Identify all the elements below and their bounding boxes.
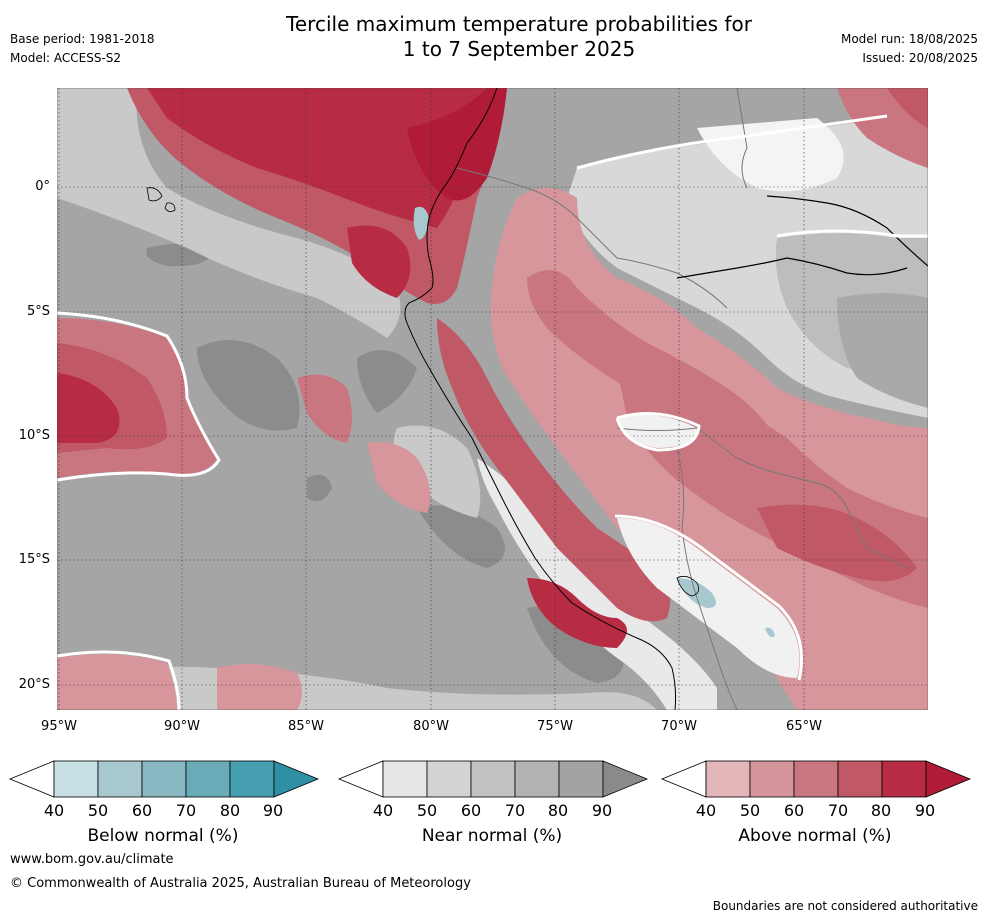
above-normal-colorbar-segment bbox=[793, 760, 839, 798]
above-normal-90-north bbox=[407, 88, 507, 201]
amazon-near-70 bbox=[837, 293, 928, 408]
above-normal-50-s bbox=[217, 664, 302, 710]
near-normal-80-areas bbox=[146, 244, 624, 683]
above-normal-70-coast bbox=[437, 318, 671, 622]
below-normal-colorbar-max-extension bbox=[273, 760, 320, 798]
base-period-label: Base period: 1981-2018 bbox=[10, 32, 155, 46]
amazon-river bbox=[766, 195, 928, 267]
near-normal-colorbar-segment bbox=[558, 760, 604, 798]
river-course bbox=[676, 257, 908, 279]
model-label: Model: ACCESS-S2 bbox=[10, 51, 122, 65]
lon-label-85w: 85°W bbox=[288, 719, 324, 734]
copyright-notice: © Commonwealth of Australia 2025, Austra… bbox=[10, 876, 471, 891]
contour-40-lines bbox=[57, 114, 928, 710]
lat-label-15s: 15°S bbox=[18, 552, 50, 567]
graticule bbox=[57, 88, 928, 710]
country-border-colombia-brazil bbox=[736, 88, 748, 189]
above-normal-60-ocean-a bbox=[297, 374, 352, 443]
lon-label-90w: 90°W bbox=[164, 719, 200, 734]
above-normal-colorbar-segment bbox=[705, 760, 751, 798]
above-tick-40: 40 bbox=[695, 801, 717, 820]
near-normal-colorbar-segment bbox=[514, 760, 560, 798]
near-normal-colorbar-segment bbox=[426, 760, 472, 798]
map-title: Tercile maximum temperature probabilitie… bbox=[194, 12, 844, 62]
galapagos-islands bbox=[146, 187, 176, 212]
lat-label-10s: 10°S bbox=[18, 428, 50, 443]
below-normal-colorbar-segment bbox=[97, 760, 143, 798]
map-title-line-1: Tercile maximum temperature probabilitie… bbox=[286, 12, 752, 36]
near-tick-70: 70 bbox=[504, 801, 526, 820]
lat-label-0: 0° bbox=[35, 179, 50, 194]
above-normal-50-ocean-b bbox=[367, 442, 431, 513]
above-normal-colorbar-segment bbox=[837, 760, 883, 798]
above-tick-70: 70 bbox=[827, 801, 849, 820]
below-normal-colorbar-segment bbox=[141, 760, 187, 798]
above-normal-70-ne bbox=[887, 88, 928, 128]
above-normal-title: Above normal (%) bbox=[738, 826, 892, 846]
coastline bbox=[404, 88, 677, 710]
below-normal-title: Below normal (%) bbox=[87, 826, 239, 846]
above-normal-80-coast bbox=[527, 578, 627, 648]
near-normal-colorbar-max-extension bbox=[602, 760, 649, 798]
near-normal-colorbar-min-extension bbox=[337, 760, 384, 798]
below-normal-colorbar-min-extension bbox=[8, 760, 55, 798]
bom-url: www.bom.gov.au/climate bbox=[10, 852, 174, 867]
probability-map bbox=[57, 88, 928, 710]
lon-label-80w: 80°W bbox=[413, 719, 449, 734]
above-normal-colorbar-min-extension bbox=[660, 760, 707, 798]
above-normal-colorbar-segment bbox=[881, 760, 927, 798]
above-normal-colorbar-segment bbox=[749, 760, 795, 798]
below-tick-80: 80 bbox=[219, 801, 241, 820]
above-tick-80: 80 bbox=[870, 801, 892, 820]
near-normal-title: Near normal (%) bbox=[421, 826, 563, 846]
lon-label-95w: 95°W bbox=[41, 719, 77, 734]
above-normal-80-north bbox=[147, 88, 497, 228]
near-normal-40-bolivia bbox=[617, 414, 697, 448]
below-normal-colorbar-segment bbox=[185, 760, 231, 798]
lon-label-70w: 70°W bbox=[661, 719, 697, 734]
issued-label: Issued: 20/08/2025 bbox=[862, 51, 978, 65]
above-normal-80-west bbox=[57, 373, 120, 443]
lat-label-5s: 5°S bbox=[26, 304, 50, 319]
above-normal-50-sw bbox=[57, 654, 177, 710]
lon-label-65w: 65°W bbox=[786, 719, 822, 734]
below-tick-70: 70 bbox=[175, 801, 197, 820]
model-run-label: Model run: 18/08/2025 bbox=[840, 32, 978, 46]
lat-label-20s: 20°S bbox=[18, 677, 50, 692]
colorbars bbox=[8, 760, 972, 798]
near-normal-colorbar-segment bbox=[382, 760, 428, 798]
country-border-ecuador-peru bbox=[456, 167, 728, 309]
below-tick-60: 60 bbox=[131, 801, 153, 820]
boundary-disclaimer: Boundaries are not considered authoritat… bbox=[712, 899, 978, 913]
above-normal-colorbar-max-extension bbox=[925, 760, 972, 798]
near-tick-50: 50 bbox=[416, 801, 438, 820]
above-tick-60: 60 bbox=[783, 801, 805, 820]
near-tick-90: 90 bbox=[591, 801, 613, 820]
below-normal-colorbar-segment bbox=[229, 760, 275, 798]
map-title-line-2: 1 to 7 September 2025 bbox=[402, 37, 636, 61]
above-normal-80-gulf bbox=[347, 225, 411, 298]
near-tick-40: 40 bbox=[372, 801, 394, 820]
lon-label-75w: 75°W bbox=[537, 719, 573, 734]
below-tick-90: 90 bbox=[262, 801, 284, 820]
above-tick-90: 90 bbox=[914, 801, 936, 820]
near-normal-colorbar-segment bbox=[470, 760, 516, 798]
below-normal-colorbar-segment bbox=[53, 760, 99, 798]
above-normal-70-south bbox=[757, 504, 917, 582]
near-normal-50-areas bbox=[57, 88, 657, 710]
near-tick-80: 80 bbox=[547, 801, 569, 820]
country-border-bolivia bbox=[616, 427, 908, 569]
lake-titicaca bbox=[676, 575, 700, 597]
below-normal-areas bbox=[413, 206, 775, 637]
below-tick-40: 40 bbox=[43, 801, 65, 820]
above-tick-50: 50 bbox=[739, 801, 761, 820]
below-tick-50: 50 bbox=[87, 801, 109, 820]
near-tick-60: 60 bbox=[460, 801, 482, 820]
